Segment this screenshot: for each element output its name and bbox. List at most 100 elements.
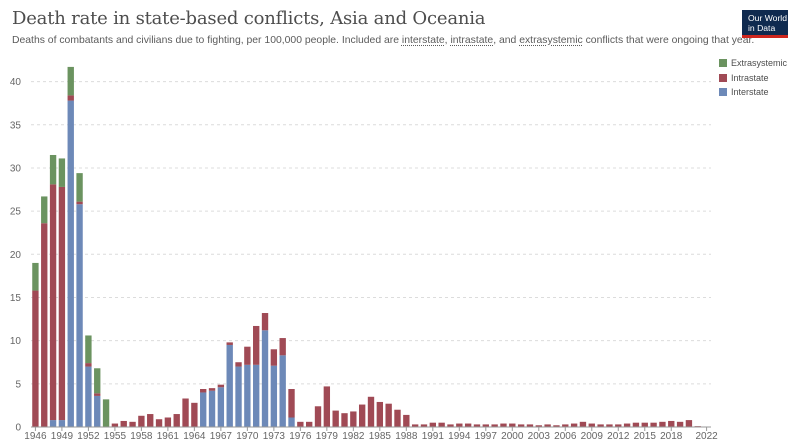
- bar-segment-interstate: [235, 366, 242, 427]
- bar-segment-intrastate: [67, 95, 74, 101]
- x-tick-label: 2015: [634, 431, 657, 442]
- bar-segment-interstate: [244, 364, 251, 427]
- x-tick-label: 1964: [183, 431, 206, 442]
- bar-segment-intrastate: [544, 424, 551, 427]
- bar-segment-intrastate: [411, 424, 419, 427]
- bar-segment-intrastate: [394, 409, 401, 427]
- legend-swatch-intrastate: [719, 73, 727, 82]
- legend-swatch-extrasystemic: [719, 59, 727, 68]
- bar-segment-intrastate: [314, 406, 322, 427]
- x-tick-label: 2006: [554, 431, 577, 442]
- bar-segment-intrastate: [659, 421, 666, 427]
- x-tick-label: 1967: [210, 431, 233, 442]
- bar-segment-intrastate: [632, 422, 640, 427]
- bar-segment-extrasystemic: [49, 154, 57, 185]
- x-tick-label: 2022: [695, 431, 718, 442]
- x-tick-label: 1994: [448, 431, 471, 442]
- legend-item-intrastate[interactable]: Intrastate: [719, 71, 787, 86]
- bar-segment-intrastate: [200, 389, 207, 393]
- logo-line-1: Our World: [748, 13, 787, 23]
- bar-segment-intrastate: [597, 424, 604, 427]
- bar-segment-intrastate: [164, 417, 172, 427]
- intrastate-link[interactable]: intrastate: [450, 35, 494, 46]
- bar-segment-intrastate: [173, 414, 180, 427]
- bar-segment-intrastate: [553, 425, 560, 427]
- bar-segment-intrastate: [208, 388, 216, 391]
- bar-segment-intrastate: [191, 402, 198, 427]
- bar-segment-intrastate: [685, 420, 693, 427]
- bar-segment-extrasystemic: [94, 368, 101, 394]
- x-tick-label: 2012: [607, 431, 630, 442]
- bar-segment-interstate: [226, 344, 233, 427]
- bar-segment-intrastate: [429, 422, 436, 427]
- x-tick-label: 1985: [369, 431, 392, 442]
- x-tick-label: 1970: [236, 431, 259, 442]
- legend-item-interstate[interactable]: Interstate: [719, 85, 787, 100]
- owid-logo[interactable]: Our World in Data: [742, 10, 788, 38]
- bar-segment-intrastate: [235, 362, 242, 367]
- bar-segment-intrastate: [482, 424, 489, 427]
- x-tick-label: 1988: [395, 431, 418, 442]
- bar-segment-intrastate: [623, 423, 631, 427]
- bar-segment-intrastate: [217, 384, 225, 388]
- bar-segment-interstate: [253, 364, 260, 427]
- logo-line-2: in Data: [748, 23, 776, 33]
- bar-segment-intrastate: [509, 423, 516, 427]
- bar-segment-intrastate: [288, 389, 295, 418]
- bar-segment-intrastate: [49, 184, 57, 421]
- x-tick-label: 1952: [77, 431, 100, 442]
- bar-segment-intrastate: [358, 404, 366, 427]
- bar-segment-intrastate: [473, 424, 481, 427]
- bar-segment-intrastate: [323, 386, 331, 427]
- bar-segment-interstate: [217, 387, 225, 427]
- interstate-link[interactable]: interstate: [401, 35, 445, 46]
- bar-segment-intrastate: [261, 313, 269, 331]
- bar-segment-intrastate: [279, 338, 286, 356]
- bar-segment-intrastate: [94, 393, 101, 396]
- x-tick-label: 1955: [104, 431, 127, 442]
- extrasystemic-link[interactable]: extrasystemic: [519, 35, 583, 46]
- bar-segment-intrastate: [85, 363, 92, 367]
- legend-label: Intrastate: [731, 72, 769, 83]
- bar-segment-extrasystemic: [85, 335, 92, 364]
- y-tick-label: 5: [15, 379, 21, 390]
- bar-segment-extrasystemic: [76, 173, 83, 202]
- bar-segment-interstate: [76, 204, 83, 427]
- chart-subtitle: Deaths of combatants and civilians due t…: [12, 35, 754, 46]
- x-tick-label: 2003: [528, 431, 551, 442]
- bar-segment-intrastate: [350, 411, 357, 427]
- bar-segment-intrastate: [526, 424, 534, 427]
- bar-segment-intrastate: [367, 396, 375, 427]
- bar-segment-intrastate: [376, 401, 384, 427]
- bar-segment-intrastate: [464, 423, 472, 427]
- bar-segment-extrasystemic: [41, 196, 48, 224]
- bar-segment-interstate: [208, 390, 216, 427]
- bar-segment-intrastate: [668, 420, 675, 427]
- x-tick-label: 1979: [316, 431, 339, 442]
- legend-item-extrasystemic[interactable]: Extrasystemic: [719, 56, 787, 71]
- x-tick-label: 1958: [130, 431, 153, 442]
- bar-segment-intrastate: [588, 423, 595, 427]
- y-tick-label: 40: [10, 77, 22, 88]
- bar-segment-intrastate: [155, 419, 163, 427]
- legend: Extrasystemic Intrastate Interstate: [719, 56, 787, 100]
- bar-segment-intrastate: [606, 424, 613, 427]
- bar-segment-intrastate: [341, 413, 348, 427]
- bar-segment-intrastate: [579, 421, 587, 427]
- bar-segment-intrastate: [570, 423, 578, 427]
- y-tick-label: 20: [10, 250, 22, 261]
- legend-swatch-interstate: [719, 88, 727, 97]
- x-tick-label: 2009: [581, 431, 604, 442]
- legend-label: Interstate: [731, 87, 769, 98]
- y-tick-label: 30: [10, 163, 22, 174]
- x-tick-label: 2018: [660, 431, 683, 442]
- bar-segment-intrastate: [138, 415, 145, 427]
- bar-segment-interstate: [67, 100, 74, 428]
- legend-label: Extrasystemic: [731, 58, 788, 69]
- bar-segment-intrastate: [41, 223, 48, 427]
- bar-segment-interstate: [58, 420, 66, 427]
- bar-segment-extrasystemic: [58, 158, 66, 187]
- x-tick-label: 1946: [24, 431, 47, 442]
- x-tick-label: 1973: [263, 431, 286, 442]
